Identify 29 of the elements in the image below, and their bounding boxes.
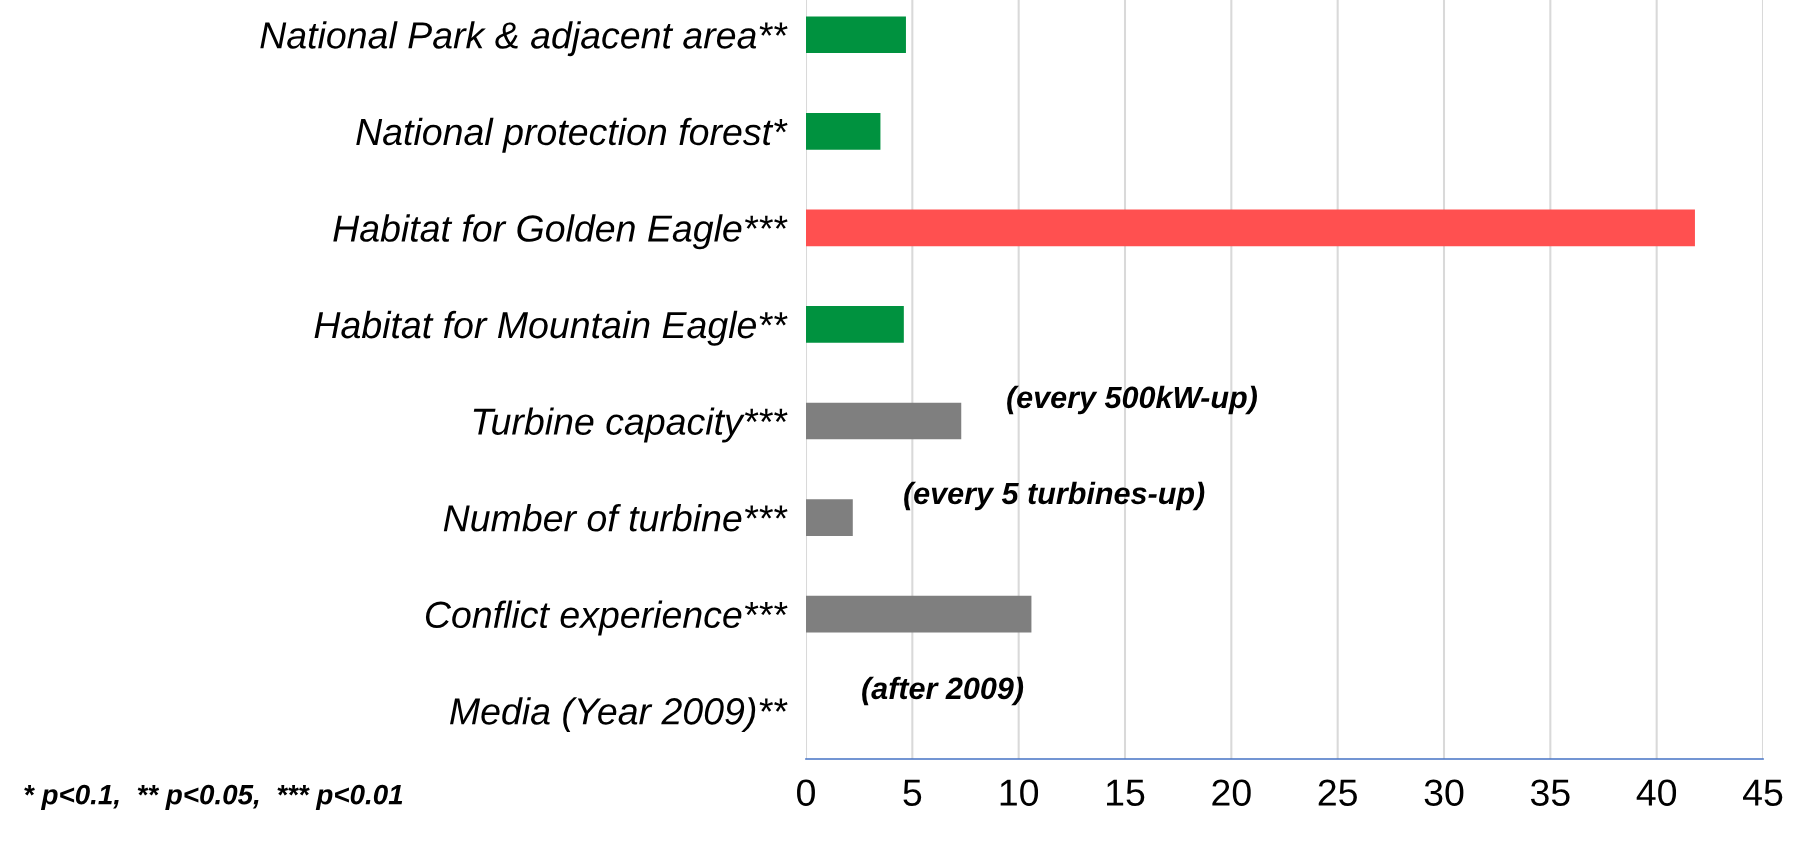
annotation: (after 2009) xyxy=(862,676,1024,706)
y-tick-label: National protection forest* xyxy=(356,117,788,153)
y-tick-label: Conflict experience*** xyxy=(425,600,788,636)
x-tick-label: 10 xyxy=(1000,779,1039,806)
x-tick-label: 40 xyxy=(1636,779,1677,806)
x-tick-label: 25 xyxy=(1318,779,1357,806)
bar xyxy=(806,595,1032,633)
y-tick-label: National Park & adjacent area** xyxy=(260,21,788,57)
x-tick-label: 15 xyxy=(1107,779,1145,806)
y-tick-label: Number of turbine*** xyxy=(443,504,788,532)
x-tick-label: 30 xyxy=(1424,779,1464,806)
bar xyxy=(806,306,904,343)
y-tick-label: Media (Year 2009)** xyxy=(450,697,788,733)
bar xyxy=(806,16,906,54)
x-tick-label: 20 xyxy=(1212,779,1251,806)
x-tick-label: 0 xyxy=(797,779,815,806)
annotation: (every 500kW-up) xyxy=(1007,385,1257,415)
y-tick-label: Habitat for Mountain Eagle** xyxy=(314,310,788,346)
x-tick-label: 35 xyxy=(1530,779,1570,806)
bar xyxy=(806,402,962,440)
x-tick-label: 5 xyxy=(903,779,922,806)
annotation: (every 5 turbines-up) xyxy=(904,481,1205,511)
y-tick-label: Turbine capacity*** xyxy=(473,407,788,443)
bar xyxy=(806,209,1695,247)
bar xyxy=(806,112,881,150)
y-tick-label: Habitat for Golden Eagle*** xyxy=(333,214,788,250)
bar xyxy=(806,499,853,536)
x-tick-label: 45 xyxy=(1743,779,1783,806)
text: * p<0.1, ** p<0.05, *** p<0.01 xyxy=(24,784,403,810)
